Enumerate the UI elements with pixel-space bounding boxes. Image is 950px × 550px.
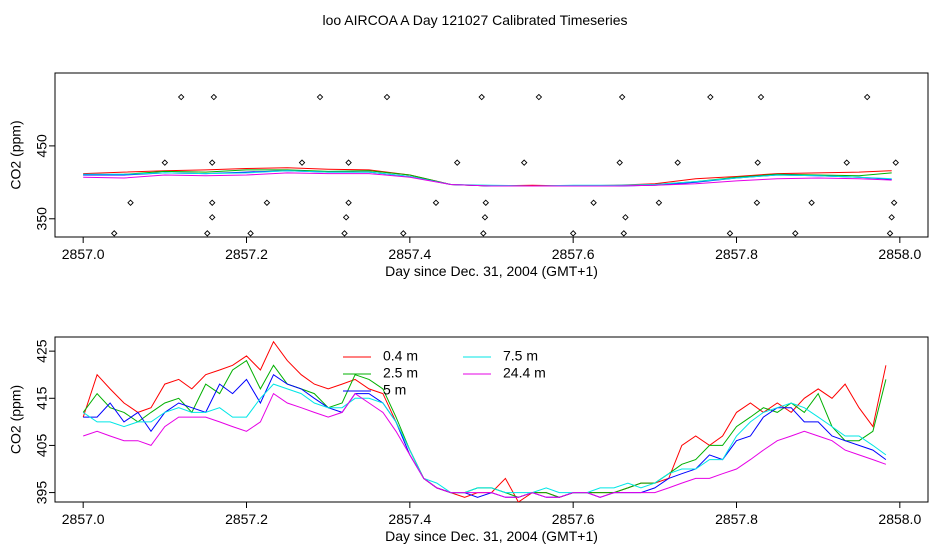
- x-tick-label: 2857.0: [62, 511, 105, 527]
- marker-point: [298, 159, 306, 166]
- marker-point: [590, 199, 597, 206]
- marker-point: [757, 93, 765, 101]
- marker-point: [341, 230, 348, 237]
- marker-point: [161, 159, 169, 166]
- legend-label: 2.5 m: [383, 365, 418, 381]
- y-tick-label: 395: [34, 481, 50, 505]
- x-tick-label: 2857.2: [225, 511, 268, 527]
- series-line-5: [83, 172, 892, 187]
- marker-point: [674, 159, 681, 166]
- chart-title: loo AIRCOA A Day 121027 Calibrated Times…: [322, 12, 628, 28]
- marker-point: [316, 93, 324, 101]
- panel-2: 2857.0 2857.2 2857.4 2857.6 2857.8 2858.0 Day …: [8, 336, 929, 544]
- series-line-3: [83, 170, 892, 187]
- marker-point: [177, 93, 185, 101]
- legend-label: 24.4 m: [503, 365, 546, 381]
- marker-point: [208, 159, 216, 166]
- y-tick-label: 405: [34, 434, 50, 458]
- marker-point: [792, 230, 799, 237]
- marker-point: [655, 199, 663, 206]
- x-tick-label: 2857.6: [552, 511, 595, 527]
- marker-point: [886, 230, 894, 237]
- legend-label: 5 m: [383, 382, 406, 398]
- x-axis-label: Day since Dec. 31, 2004 (GMT+1): [385, 528, 598, 544]
- x-tick-label: 2858.0: [878, 511, 921, 527]
- marker-point: [808, 199, 815, 206]
- series-group: [83, 93, 899, 237]
- series-line-2-5-m: [82, 359, 887, 498]
- y-tick-label: 415: [34, 386, 50, 410]
- marker-point: [569, 230, 577, 237]
- marker-point: [481, 214, 489, 221]
- marker-point: [345, 199, 352, 206]
- marker-point: [480, 230, 487, 237]
- marker-point: [204, 230, 211, 237]
- plot-frame: [54, 336, 929, 503]
- marker-point: [263, 199, 271, 206]
- x-tick-label: 2857.8: [715, 246, 758, 262]
- marker-point: [127, 199, 134, 206]
- marker-point: [210, 93, 218, 101]
- marker-point: [622, 214, 629, 221]
- marker-point: [616, 159, 623, 166]
- marker-point: [535, 93, 543, 101]
- marker-point: [726, 230, 734, 237]
- marker-point: [400, 230, 407, 237]
- marker-point: [482, 199, 490, 206]
- y-tick-label: 425: [34, 339, 50, 363]
- series-line-7-5-m: [82, 383, 887, 494]
- marker-point: [345, 159, 352, 166]
- legend-label: 7.5 m: [503, 348, 538, 364]
- marker-point: [620, 230, 628, 237]
- marker-point: [208, 214, 216, 221]
- legend-label: 0.4 m: [383, 348, 418, 364]
- series-line-0-4-m: [82, 340, 887, 502]
- marker-point: [208, 199, 216, 206]
- x-tick-label: 2857.8: [715, 511, 758, 527]
- marker-point: [707, 93, 714, 101]
- marker-point: [520, 159, 528, 166]
- marker-point: [247, 230, 254, 237]
- marker-point: [478, 93, 485, 101]
- y-tick-label: 350: [34, 207, 50, 231]
- y-axis-label: CO2 (ppm): [8, 385, 24, 454]
- panel-1: 2857.0 2857.2 2857.4 2857.6 2857.8 2858.0 Day …: [8, 72, 929, 279]
- y-axis-label: CO2 (ppm): [8, 120, 24, 189]
- marker-point: [892, 159, 899, 166]
- marker-point: [888, 214, 895, 221]
- series-line-4: [83, 170, 892, 187]
- marker-point: [618, 93, 626, 101]
- marker-point: [890, 199, 898, 206]
- x-tick-label: 2857.6: [552, 246, 595, 262]
- marker-point: [110, 230, 118, 237]
- marker-point: [453, 159, 461, 166]
- marker-point: [843, 159, 850, 166]
- marker-point: [754, 159, 761, 166]
- x-tick-label: 2857.4: [388, 511, 431, 527]
- marker-point: [753, 199, 761, 206]
- marker-point: [432, 199, 440, 206]
- x-axis-label: Day since Dec. 31, 2004 (GMT+1): [385, 263, 598, 279]
- marker-point: [383, 93, 391, 101]
- x-tick-label: 2857.4: [388, 246, 431, 262]
- marker-point: [342, 214, 350, 221]
- series-group: [82, 340, 887, 502]
- series-line-2: [83, 169, 892, 187]
- x-tick-label: 2857.2: [225, 246, 268, 262]
- series-line-5-m: [83, 373, 887, 498]
- series-line-24-4-m: [83, 392, 887, 498]
- x-tick-label: 2857.0: [62, 246, 105, 262]
- y-tick-label: 450: [34, 134, 50, 158]
- plot-frame: [54, 72, 929, 238]
- series-line-1: [83, 167, 892, 187]
- x-tick-label: 2858.0: [878, 246, 921, 262]
- marker-point: [863, 93, 871, 101]
